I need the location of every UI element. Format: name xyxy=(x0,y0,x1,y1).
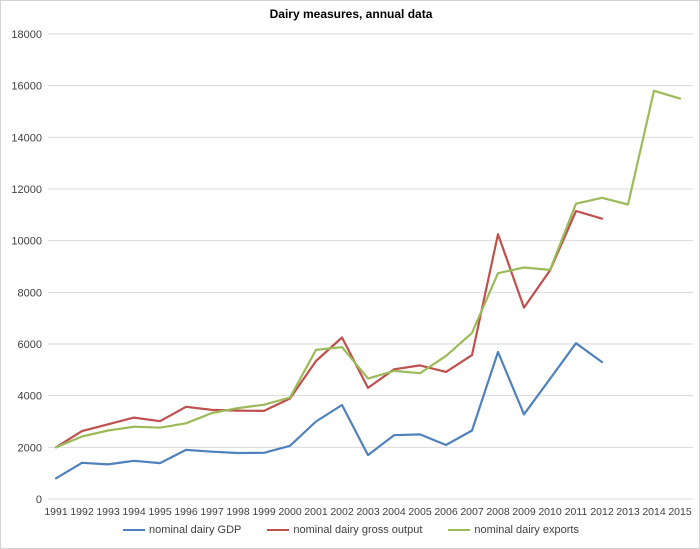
series-line-nominal-dairy-exports xyxy=(54,89,682,449)
series-line-nominal-dairy-gross-output xyxy=(54,209,604,449)
y-tick-label-12000: 12000 xyxy=(11,184,42,196)
y-tick-label-6000: 6000 xyxy=(18,339,42,351)
x-tick-label-1995: 1995 xyxy=(148,506,172,518)
legend: nominal dairy GDP nominal dairy gross out… xyxy=(1,524,699,536)
chart-title: Dairy measures, annual data xyxy=(269,7,433,21)
x-tick-label-2004: 2004 xyxy=(382,506,406,518)
y-tick-label-10000: 10000 xyxy=(11,236,42,248)
legend-swatch-nominal-dairy-exports xyxy=(448,529,471,531)
x-tick-label-2012: 2012 xyxy=(590,506,614,518)
x-tick-label-1998: 1998 xyxy=(226,506,250,518)
x-tick-label-2002: 2002 xyxy=(330,506,354,518)
x-tick-label-1991: 1991 xyxy=(44,506,68,518)
x-tick-label-2015: 2015 xyxy=(668,506,692,518)
x-tick-label-2014: 2014 xyxy=(642,506,666,518)
x-tick-label-2006: 2006 xyxy=(434,506,458,518)
x-tick-label-2007: 2007 xyxy=(460,506,484,518)
legend-label-nominal-dairy-exports: nominal dairy exports xyxy=(474,524,579,536)
y-tick-label-0: 0 xyxy=(36,494,42,506)
y-tick-label-18000: 18000 xyxy=(11,29,42,41)
x-tick-label-1997: 1997 xyxy=(200,506,224,518)
y-tick-label-2000: 2000 xyxy=(18,442,42,454)
x-tick-label-2013: 2013 xyxy=(616,506,640,518)
x-tick-label-2009: 2009 xyxy=(512,506,536,518)
series-line-nominal-dairy-gdp xyxy=(54,342,604,480)
x-tick-label-2001: 2001 xyxy=(304,506,328,518)
y-tick-label-16000: 16000 xyxy=(11,81,42,93)
x-tick-label-1993: 1993 xyxy=(96,506,120,518)
y-tick-label-4000: 4000 xyxy=(18,391,42,403)
x-tick-label-2005: 2005 xyxy=(408,506,432,518)
y-tick-label-14000: 14000 xyxy=(11,132,42,144)
legend-swatch-nominal-dairy-gdp xyxy=(123,529,146,531)
x-tick-label-2011: 2011 xyxy=(565,506,588,518)
legend-item-nominal-dairy-gdp: nominal dairy GDP xyxy=(123,524,241,536)
x-tick-label-1999: 1999 xyxy=(252,506,276,518)
legend-label-nominal-dairy-gross-output: nominal dairy gross output xyxy=(293,524,423,536)
legend-item-nominal-dairy-gross-output: nominal dairy gross output xyxy=(267,524,422,536)
legend-label-nominal-dairy-gdp: nominal dairy GDP xyxy=(149,524,242,536)
y-tick-label-8000: 8000 xyxy=(18,287,42,299)
legend-swatch-nominal-dairy-gross-output xyxy=(267,529,290,531)
x-tick-label-2003: 2003 xyxy=(356,506,380,518)
legend-item-nominal-dairy-exports: nominal dairy exports xyxy=(448,524,579,536)
x-tick-label-2000: 2000 xyxy=(278,506,302,518)
x-tick-label-1996: 1996 xyxy=(174,506,198,518)
x-tick-label-2010: 2010 xyxy=(538,506,562,518)
x-tick-label-2008: 2008 xyxy=(486,506,510,518)
x-tick-label-1994: 1994 xyxy=(122,506,146,518)
x-tick-label-1992: 1992 xyxy=(70,506,94,518)
